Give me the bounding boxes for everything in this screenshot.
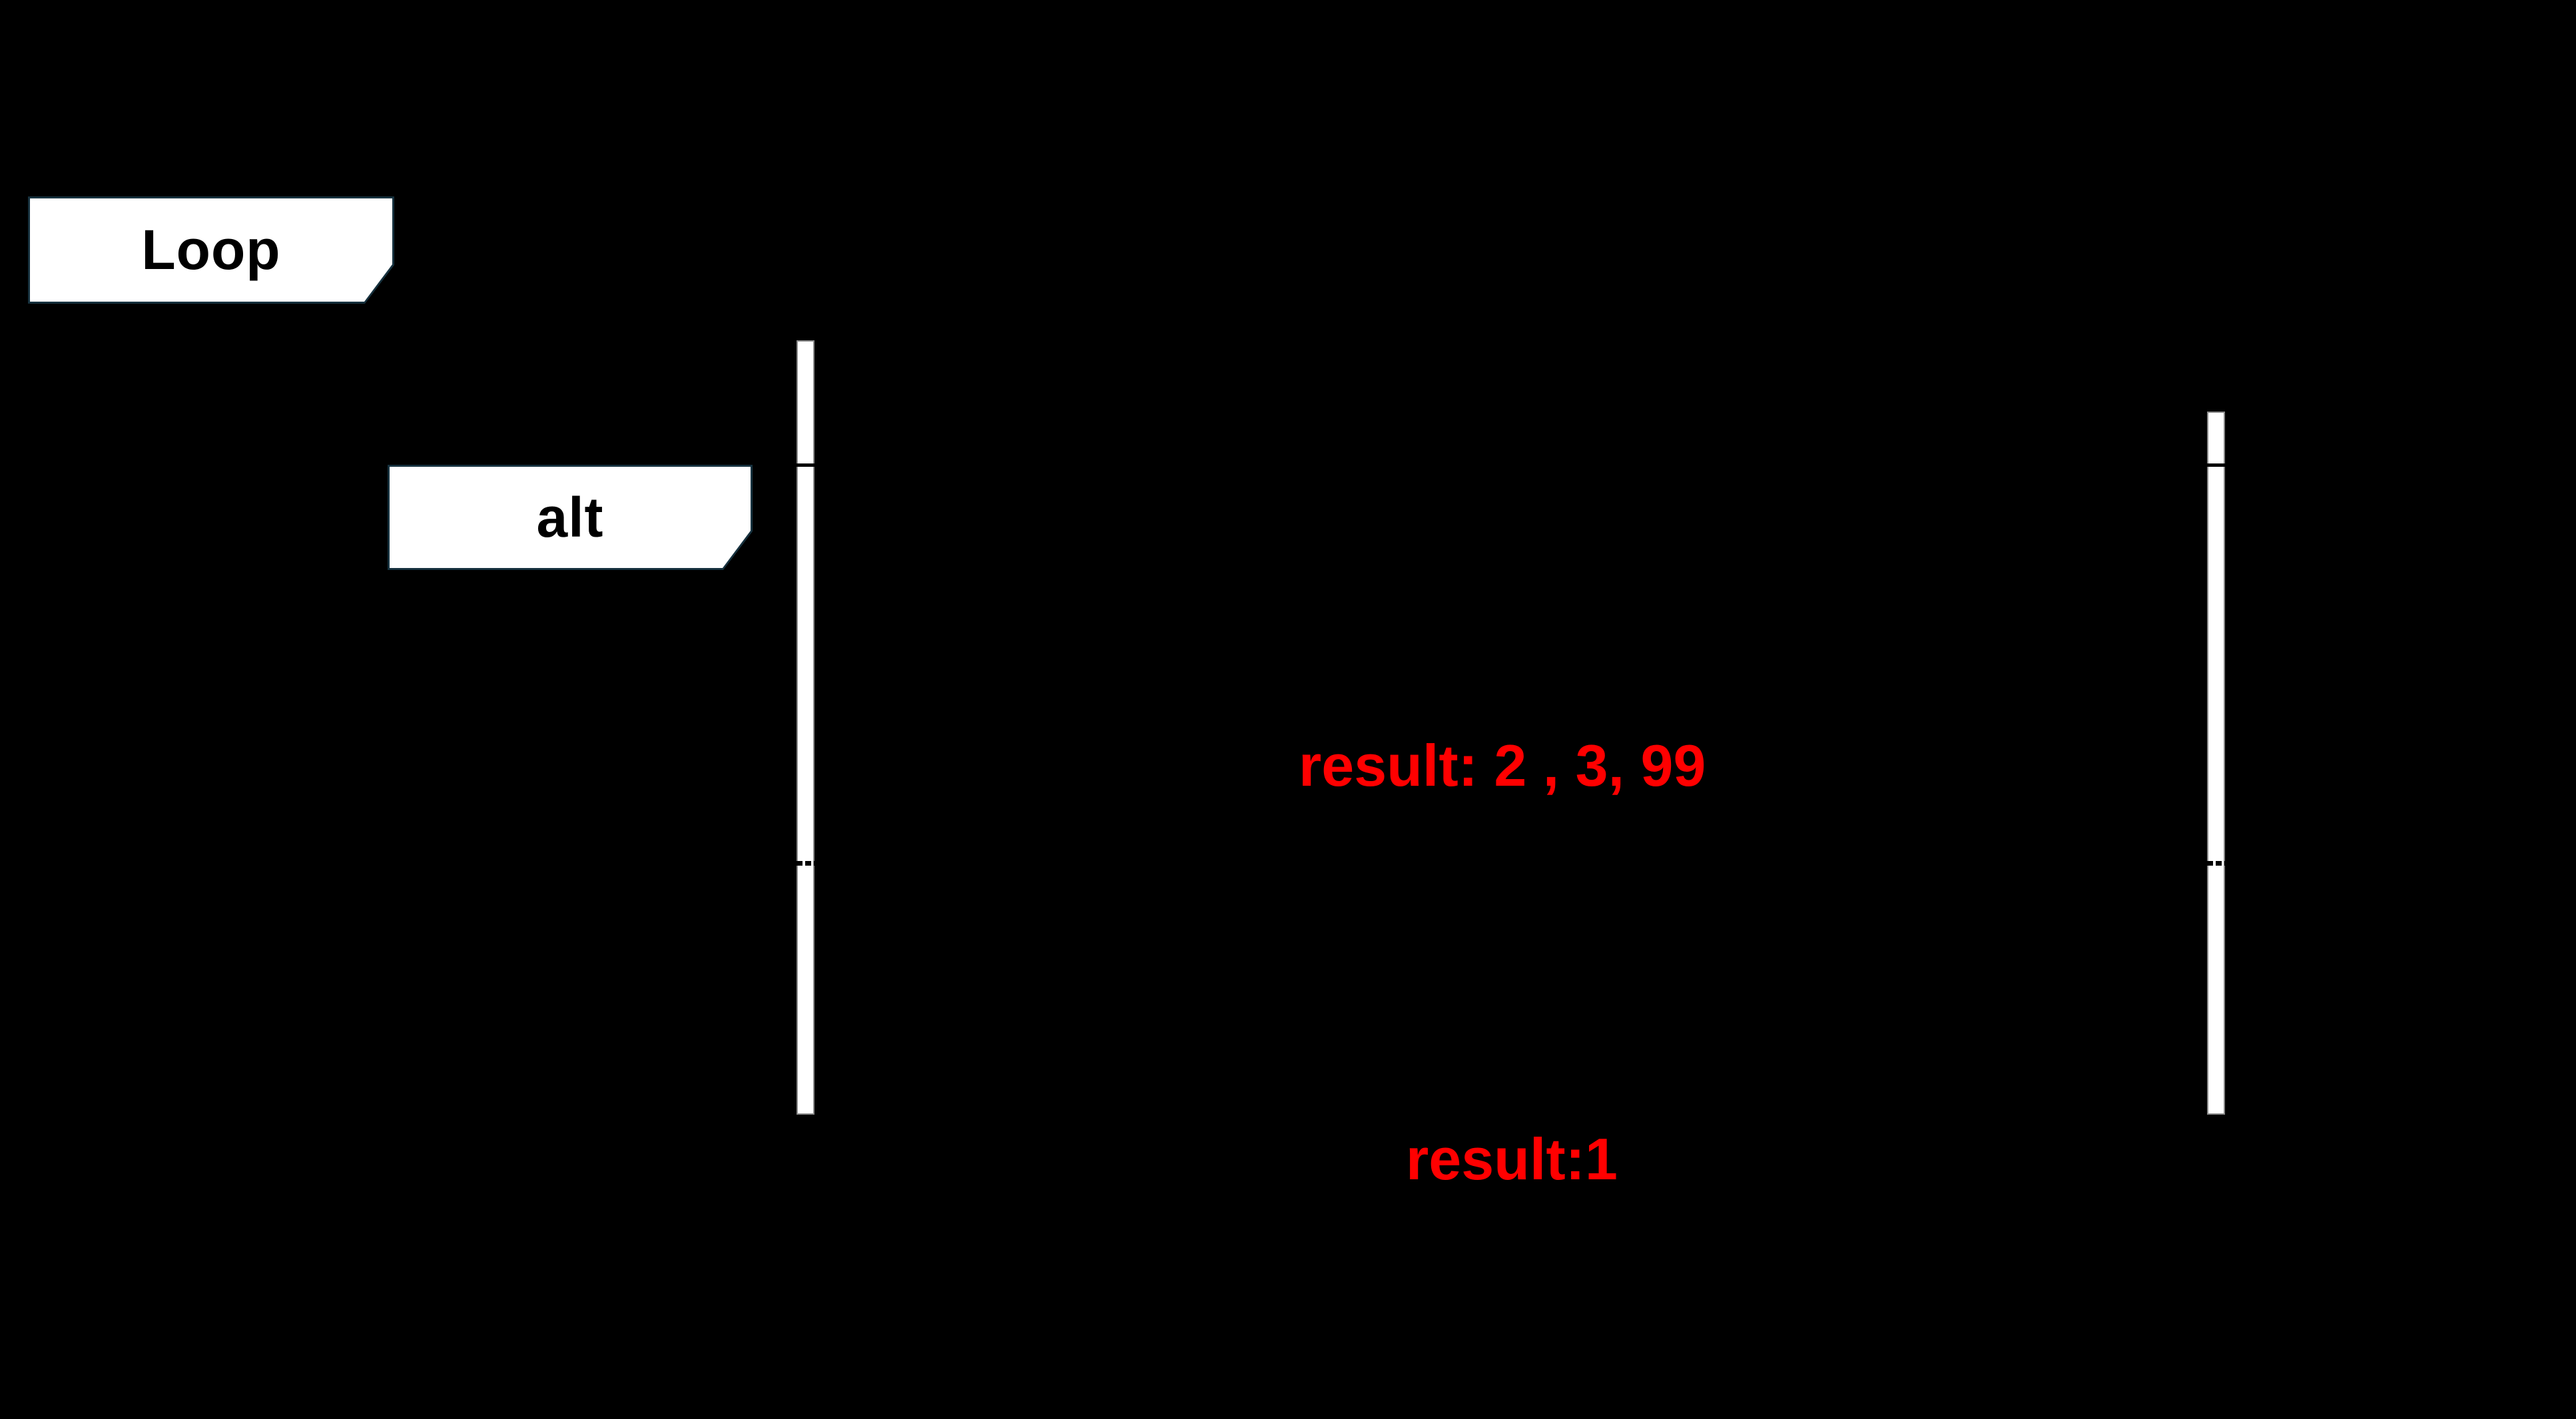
loop-fragment-label-text: Loop [141,218,281,281]
message-label-result-list: result: 2 , 3, 99 [1299,732,1706,798]
loop-fragment-label-fill: Loop [30,198,392,302]
alt-fragment-label: alt [388,465,753,570]
alt-divider-dash-segment-left [797,861,814,866]
alt-fragment-label-fill: alt [390,467,751,568]
fragment-border-segment-left [797,463,814,467]
message-label-result-one: result:1 [1406,1126,1618,1192]
fragment-border-segment-right [2207,463,2225,467]
alt-fragment-label-text: alt [536,485,604,549]
alt-divider-dash-segment-right [2207,861,2225,866]
activation-bar-right [2207,412,2225,1115]
activation-bar-left [797,340,814,1115]
loop-fragment-label: Loop [28,196,394,304]
